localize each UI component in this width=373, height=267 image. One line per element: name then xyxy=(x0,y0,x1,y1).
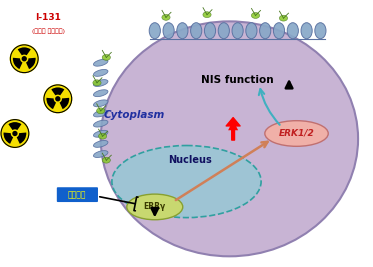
Ellipse shape xyxy=(127,194,183,220)
Ellipse shape xyxy=(98,133,107,139)
Text: Cytoplasm: Cytoplasm xyxy=(104,110,165,120)
Text: NIS function: NIS function xyxy=(201,75,273,85)
Circle shape xyxy=(22,57,26,61)
Circle shape xyxy=(1,120,29,147)
Ellipse shape xyxy=(163,23,174,39)
Wedge shape xyxy=(26,58,36,69)
Ellipse shape xyxy=(94,69,108,76)
Ellipse shape xyxy=(97,108,105,114)
Ellipse shape xyxy=(251,13,260,18)
Ellipse shape xyxy=(94,120,108,127)
Ellipse shape xyxy=(94,130,108,137)
Ellipse shape xyxy=(203,12,211,18)
Circle shape xyxy=(10,45,38,73)
Ellipse shape xyxy=(94,90,108,97)
Ellipse shape xyxy=(260,23,271,39)
Ellipse shape xyxy=(112,146,261,218)
Wedge shape xyxy=(8,122,22,130)
Circle shape xyxy=(13,132,17,135)
Ellipse shape xyxy=(315,23,326,39)
Ellipse shape xyxy=(94,59,108,66)
Ellipse shape xyxy=(162,14,170,20)
Wedge shape xyxy=(18,47,31,55)
Text: ERRγ: ERRγ xyxy=(144,202,166,211)
Wedge shape xyxy=(60,98,69,109)
Wedge shape xyxy=(13,58,22,69)
Ellipse shape xyxy=(265,121,328,146)
Ellipse shape xyxy=(177,23,188,39)
Wedge shape xyxy=(51,87,65,95)
Ellipse shape xyxy=(218,23,229,39)
Wedge shape xyxy=(17,132,26,144)
Ellipse shape xyxy=(204,23,216,39)
Ellipse shape xyxy=(279,15,288,21)
Ellipse shape xyxy=(94,100,108,107)
Text: Nucleus: Nucleus xyxy=(168,155,212,165)
Text: I-131: I-131 xyxy=(35,13,62,22)
Wedge shape xyxy=(46,98,56,109)
Ellipse shape xyxy=(93,80,101,86)
Circle shape xyxy=(56,97,60,101)
Text: 수후물질: 수후물질 xyxy=(68,190,87,199)
Ellipse shape xyxy=(101,21,358,256)
Ellipse shape xyxy=(273,23,285,39)
Ellipse shape xyxy=(149,23,160,39)
Ellipse shape xyxy=(287,23,298,39)
Ellipse shape xyxy=(102,157,110,163)
Text: ERK1/2: ERK1/2 xyxy=(279,129,314,138)
Wedge shape xyxy=(3,132,13,144)
Ellipse shape xyxy=(94,80,108,87)
Ellipse shape xyxy=(94,151,108,158)
Ellipse shape xyxy=(94,110,108,117)
Ellipse shape xyxy=(191,23,202,39)
Ellipse shape xyxy=(232,23,243,39)
Ellipse shape xyxy=(94,140,108,147)
Ellipse shape xyxy=(102,54,110,60)
Circle shape xyxy=(44,85,72,113)
Ellipse shape xyxy=(246,23,257,39)
FancyBboxPatch shape xyxy=(57,187,98,202)
Ellipse shape xyxy=(301,23,312,39)
Text: (치료용 동의원소): (치료용 동의원소) xyxy=(32,28,65,33)
